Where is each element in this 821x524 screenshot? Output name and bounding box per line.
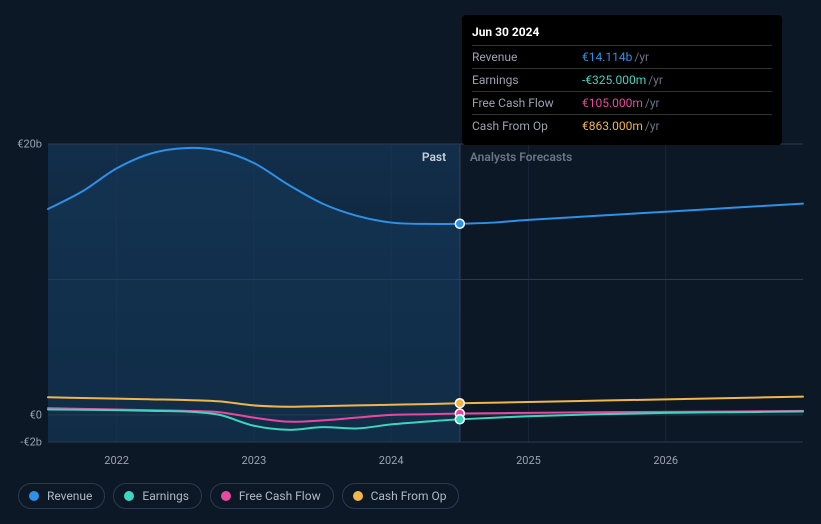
chart-tooltip: Jun 30 2024 Revenue€14.114b /yrEarnings-… (462, 15, 782, 145)
tooltip-title: Jun 30 2024 (472, 23, 772, 41)
forecast-region-label: Analysts Forecasts (470, 150, 572, 164)
y-axis-label: -€2b (0, 436, 42, 449)
tooltip-row-unit: /yr (645, 117, 660, 135)
tooltip-row-label: Cash From Op (472, 117, 582, 135)
legend-item-label: Revenue (47, 489, 92, 503)
chart-legend: Revenue Earnings Free Cash Flow Cash From O… (18, 483, 459, 509)
y-axis-label: €0 (0, 408, 42, 421)
legend-item-cash-from-op[interactable]: Cash From Op (342, 483, 460, 509)
x-axis-label: 2026 (653, 454, 678, 467)
revenue-marker (455, 219, 464, 228)
tooltip-row-value: -€325.000m (582, 71, 646, 89)
legend-item-free-cash-flow[interactable]: Free Cash Flow (210, 483, 334, 509)
tooltip-row-label: Free Cash Flow (472, 94, 582, 112)
legend-item-label: Cash From Op (371, 489, 447, 503)
x-axis-label: 2023 (242, 454, 267, 467)
earnings-marker (455, 415, 464, 424)
tooltip-row-unit: /yr (648, 71, 663, 89)
tooltip-row: Free Cash Flow€105.000m /yr (472, 91, 772, 114)
tooltip-row-label: Revenue (472, 48, 582, 66)
legend-dot-icon (353, 491, 363, 501)
legend-dot-icon (221, 491, 231, 501)
legend-dot-icon (124, 491, 134, 501)
x-axis-label: 2025 (516, 454, 541, 467)
tooltip-row-value: €105.000m (582, 94, 643, 112)
tooltip-row-unit: /yr (634, 48, 649, 66)
tooltip-row-unit: /yr (645, 94, 660, 112)
tooltip-row: Revenue€14.114b /yr (472, 45, 772, 68)
y-axis-label: €20b (0, 138, 42, 151)
legend-item-earnings[interactable]: Earnings (113, 483, 202, 509)
tooltip-row: Cash From Op€863.000m /yr (472, 114, 772, 137)
tooltip-row-label: Earnings (472, 71, 582, 89)
tooltip-row-value: €14.114b (582, 48, 632, 66)
tooltip-row-value: €863.000m (582, 117, 643, 135)
cash_from_op-marker (455, 399, 464, 408)
past-region-label: Past (422, 150, 446, 164)
legend-item-label: Free Cash Flow (239, 489, 321, 503)
legend-item-revenue[interactable]: Revenue (18, 483, 105, 509)
legend-dot-icon (29, 491, 39, 501)
x-axis-label: 2024 (379, 454, 404, 467)
tooltip-row: Earnings-€325.000m /yr (472, 68, 772, 91)
x-axis-label: 2022 (104, 454, 129, 467)
legend-item-label: Earnings (142, 489, 189, 503)
